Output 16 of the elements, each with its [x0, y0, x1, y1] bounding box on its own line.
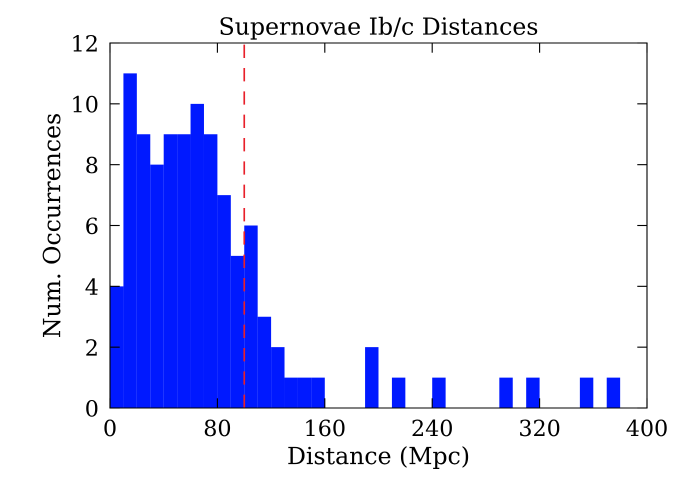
x-tick-label: 0 [104, 420, 116, 436]
y-tick-label: 10 [73, 96, 98, 113]
y-tick-label: 12 [73, 34, 97, 52]
x-tick-label: 400 [626, 420, 667, 436]
y-tick-label: 2 [86, 339, 97, 356]
y-tick-label: 4 [85, 278, 98, 295]
y-axis-title: Num. Occurrences [42, 114, 60, 338]
y-tick-label: 8 [86, 156, 98, 174]
x-axis-title: Distance (Mpc) [288, 446, 468, 470]
x-tick-label: 240 [412, 420, 452, 436]
x-tick-label: 320 [520, 420, 560, 436]
x-tick-label: 160 [306, 420, 345, 436]
y-tick-label: 0 [86, 400, 98, 417]
x-tick-label: 80 [204, 420, 230, 436]
chart-title: Supernovae Ib/c Distances [220, 16, 538, 40]
y-tick-label: 6 [86, 217, 98, 234]
